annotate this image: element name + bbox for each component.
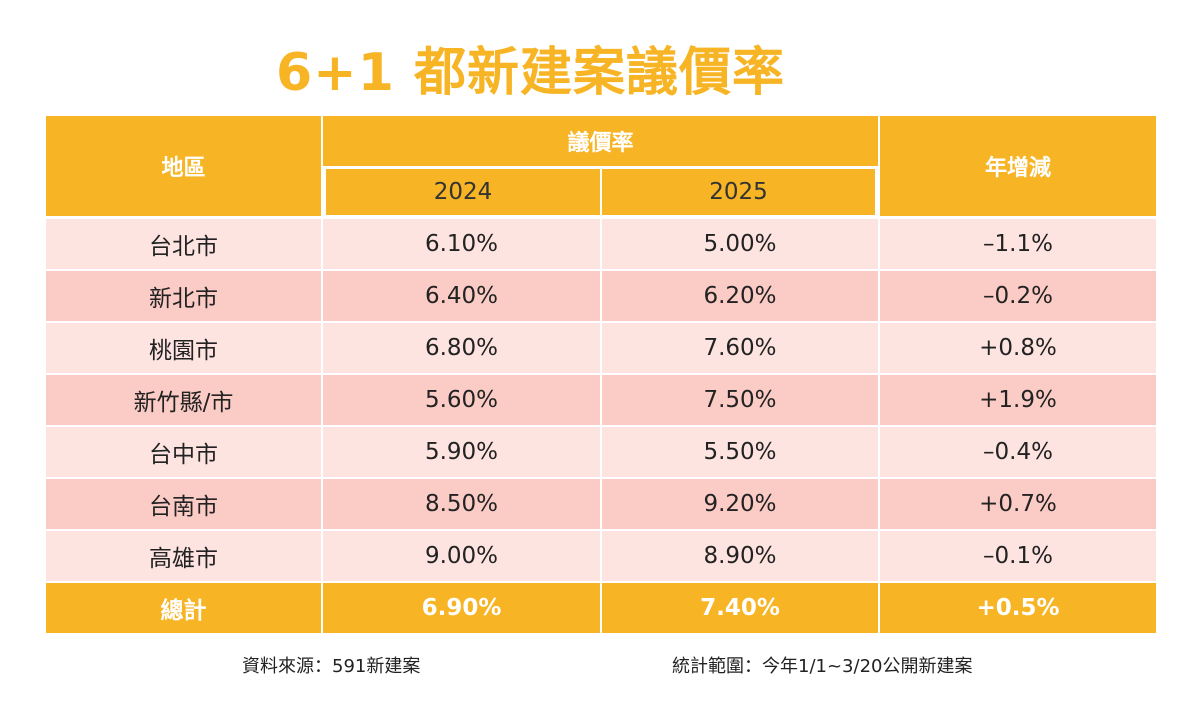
cell-2025: 9.20%	[602, 479, 878, 529]
cell-region: 高雄市	[46, 531, 321, 581]
cell-2024: 5.90%	[323, 427, 600, 477]
header-year-2025: 2025	[602, 169, 875, 215]
page-title: 6+1 都新建案議價率	[276, 43, 786, 103]
cell-2024: 6.80%	[323, 323, 600, 373]
cell-change: –0.4%	[880, 427, 1156, 477]
cell-region: 總計	[46, 583, 321, 633]
cell-2024: 6.90%	[323, 583, 600, 633]
cell-2025: 6.20%	[602, 271, 878, 321]
cell-2024: 6.40%	[323, 271, 600, 321]
cell-2024: 8.50%	[323, 479, 600, 529]
header-change: 年增減	[880, 116, 1156, 216]
cell-2025: 8.90%	[602, 531, 878, 581]
cell-region: 台北市	[46, 219, 321, 269]
cell-2024: 5.60%	[323, 375, 600, 425]
cell-change: +0.7%	[880, 479, 1156, 529]
cell-2025: 5.00%	[602, 219, 878, 269]
cell-2025: 7.60%	[602, 323, 878, 373]
cell-2025: 7.50%	[602, 375, 878, 425]
cell-region: 桃園市	[46, 323, 321, 373]
cell-2024: 6.10%	[323, 219, 600, 269]
cell-change: –1.1%	[880, 219, 1156, 269]
header-rate: 議價率	[323, 116, 878, 166]
cell-change: +1.9%	[880, 375, 1156, 425]
cell-2025: 7.40%	[602, 583, 878, 633]
cell-2025: 5.50%	[602, 427, 878, 477]
cell-region: 新竹縣/市	[46, 375, 321, 425]
cell-change: –0.1%	[880, 531, 1156, 581]
source-note: 資料來源：591新建案	[242, 656, 421, 677]
cell-change: –0.2%	[880, 271, 1156, 321]
header-region: 地區	[46, 116, 321, 216]
header-year-2024: 2024	[326, 169, 600, 215]
cell-region: 台南市	[46, 479, 321, 529]
cell-change: +0.5%	[880, 583, 1156, 633]
cell-region: 台中市	[46, 427, 321, 477]
cell-change: +0.8%	[880, 323, 1156, 373]
cell-2024: 9.00%	[323, 531, 600, 581]
scope-note: 統計範圍：今年1/1~3/20公開新建案	[672, 656, 973, 677]
cell-region: 新北市	[46, 271, 321, 321]
